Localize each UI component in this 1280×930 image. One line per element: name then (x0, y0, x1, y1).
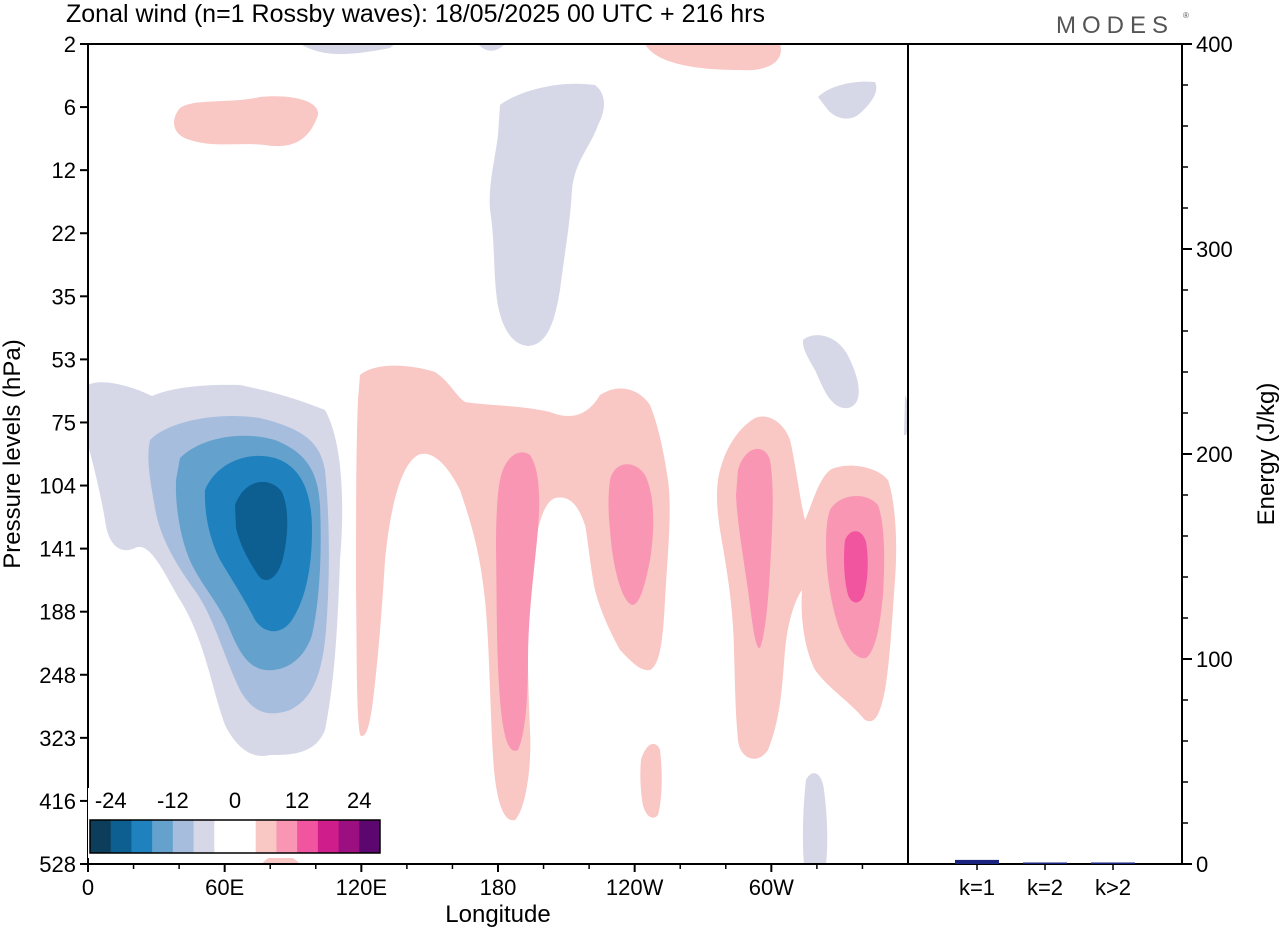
contour-pos-small-lower (640, 743, 662, 818)
colorbar-swatch (172, 820, 195, 853)
pressure-tick-label: 75 (52, 410, 76, 435)
pressure-tick-label: 104 (39, 474, 76, 499)
colorbar-swatch (110, 820, 132, 853)
colorbar-swatch (276, 820, 298, 853)
contour-neg-mid-right (802, 335, 859, 409)
colorbar-swatch (152, 820, 174, 853)
energy-category-label: k=2 (1027, 875, 1063, 900)
contour-pos-band-level-2-a (496, 452, 540, 751)
colorbar-swatch (297, 820, 319, 853)
contour-pos-upper-left (174, 96, 319, 147)
energy-axis-label: Energy (J/kg) (1253, 383, 1280, 526)
energy-tick-label: 400 (1196, 32, 1233, 57)
pressure-tick-label: 141 (39, 537, 76, 562)
colorbar-swatch (131, 820, 153, 853)
colorbar-label: 12 (285, 788, 309, 813)
longitude-tick-label: 120E (336, 875, 387, 900)
brand-logo: MODES (1056, 12, 1174, 39)
pressure-tick-label: 53 (52, 347, 76, 372)
colorbar-swatch (359, 820, 381, 853)
energy-axis: 0 100 200 300 400 (1182, 32, 1233, 877)
brand-registered-mark: ® (1183, 11, 1189, 20)
pressure-tick-label: 248 (39, 663, 76, 688)
longitude-tick-label: 120W (606, 875, 664, 900)
contour-pos-right-level-3 (844, 531, 868, 603)
energy-bar (1091, 862, 1135, 864)
energy-category-label: k=1 (959, 875, 995, 900)
x-axis-label: Longitude (445, 901, 550, 928)
longitude-axis: 0 60E 120E 180 120W 60W (82, 864, 864, 900)
colorbar-swatch (214, 820, 236, 853)
contour-neg-upper-stratosphere (489, 83, 604, 347)
pressure-tick-label: 22 (52, 221, 76, 246)
colorbar-label: 0 (229, 788, 241, 813)
energy-category-label: k>2 (1095, 875, 1131, 900)
longitude-tick-label: 60W (749, 875, 794, 900)
pressure-tick-label: 188 (39, 600, 76, 625)
pressure-tick-label: 528 (39, 852, 76, 877)
contour-neg-top-left (300, 44, 395, 55)
longitude-tick-label: 60E (205, 875, 244, 900)
colorbar-label: -12 (157, 788, 189, 813)
pressure-tick-label: 6 (64, 95, 76, 120)
pressure-tick-label: 323 (39, 726, 76, 751)
colorbar-label: -24 (95, 788, 127, 813)
colorbar: -24 -12 0 12 24 (88, 788, 382, 858)
colorbar-label: 24 (347, 788, 371, 813)
y-axis-label: Pressure levels (hPa) (0, 339, 26, 568)
pressure-tick-label: 35 (52, 284, 76, 309)
pressure-tick-label: 416 (39, 789, 76, 814)
colorbar-swatch (338, 820, 360, 853)
contour-pos-top-right (645, 44, 781, 71)
colorbar-swatch (193, 820, 215, 853)
contour-neg-upper-right (818, 81, 877, 119)
energy-tick-label: 200 (1196, 442, 1233, 467)
energy-bar (1023, 862, 1067, 864)
pressure-axis: 2 6 12 22 35 53 75 104 141 188 248 323 416 528 (39, 32, 88, 877)
longitude-tick-label: 0 (82, 875, 94, 900)
contour-neg-level-5 (235, 481, 288, 581)
contour-pos-right-level-2-a (736, 448, 773, 649)
energy-bars: k=1 k=2 k>2 (955, 859, 1135, 900)
colorbar-swatch (90, 820, 112, 853)
colorbar-swatch (317, 820, 340, 853)
longitude-tick-label: 180 (480, 875, 517, 900)
contour-pos-band-level-2-b (608, 464, 654, 605)
chart-title: Zonal wind (n=1 Rossby waves): 18/05/202… (66, 0, 765, 28)
colorbar-swatch (255, 820, 277, 853)
contour-fills (88, 44, 908, 864)
energy-bar (955, 859, 999, 864)
colorbar-frame (89, 819, 381, 854)
energy-tick-label: 300 (1196, 237, 1233, 262)
pressure-tick-label: 12 (52, 158, 76, 183)
colorbar-swatch (235, 820, 257, 853)
energy-tick-label: 0 (1196, 852, 1208, 877)
contour-neg-small-lower (802, 773, 828, 864)
pressure-tick-label: 2 (64, 32, 76, 57)
contour-neg-top-mid (478, 44, 505, 51)
energy-tick-label: 100 (1196, 647, 1233, 672)
